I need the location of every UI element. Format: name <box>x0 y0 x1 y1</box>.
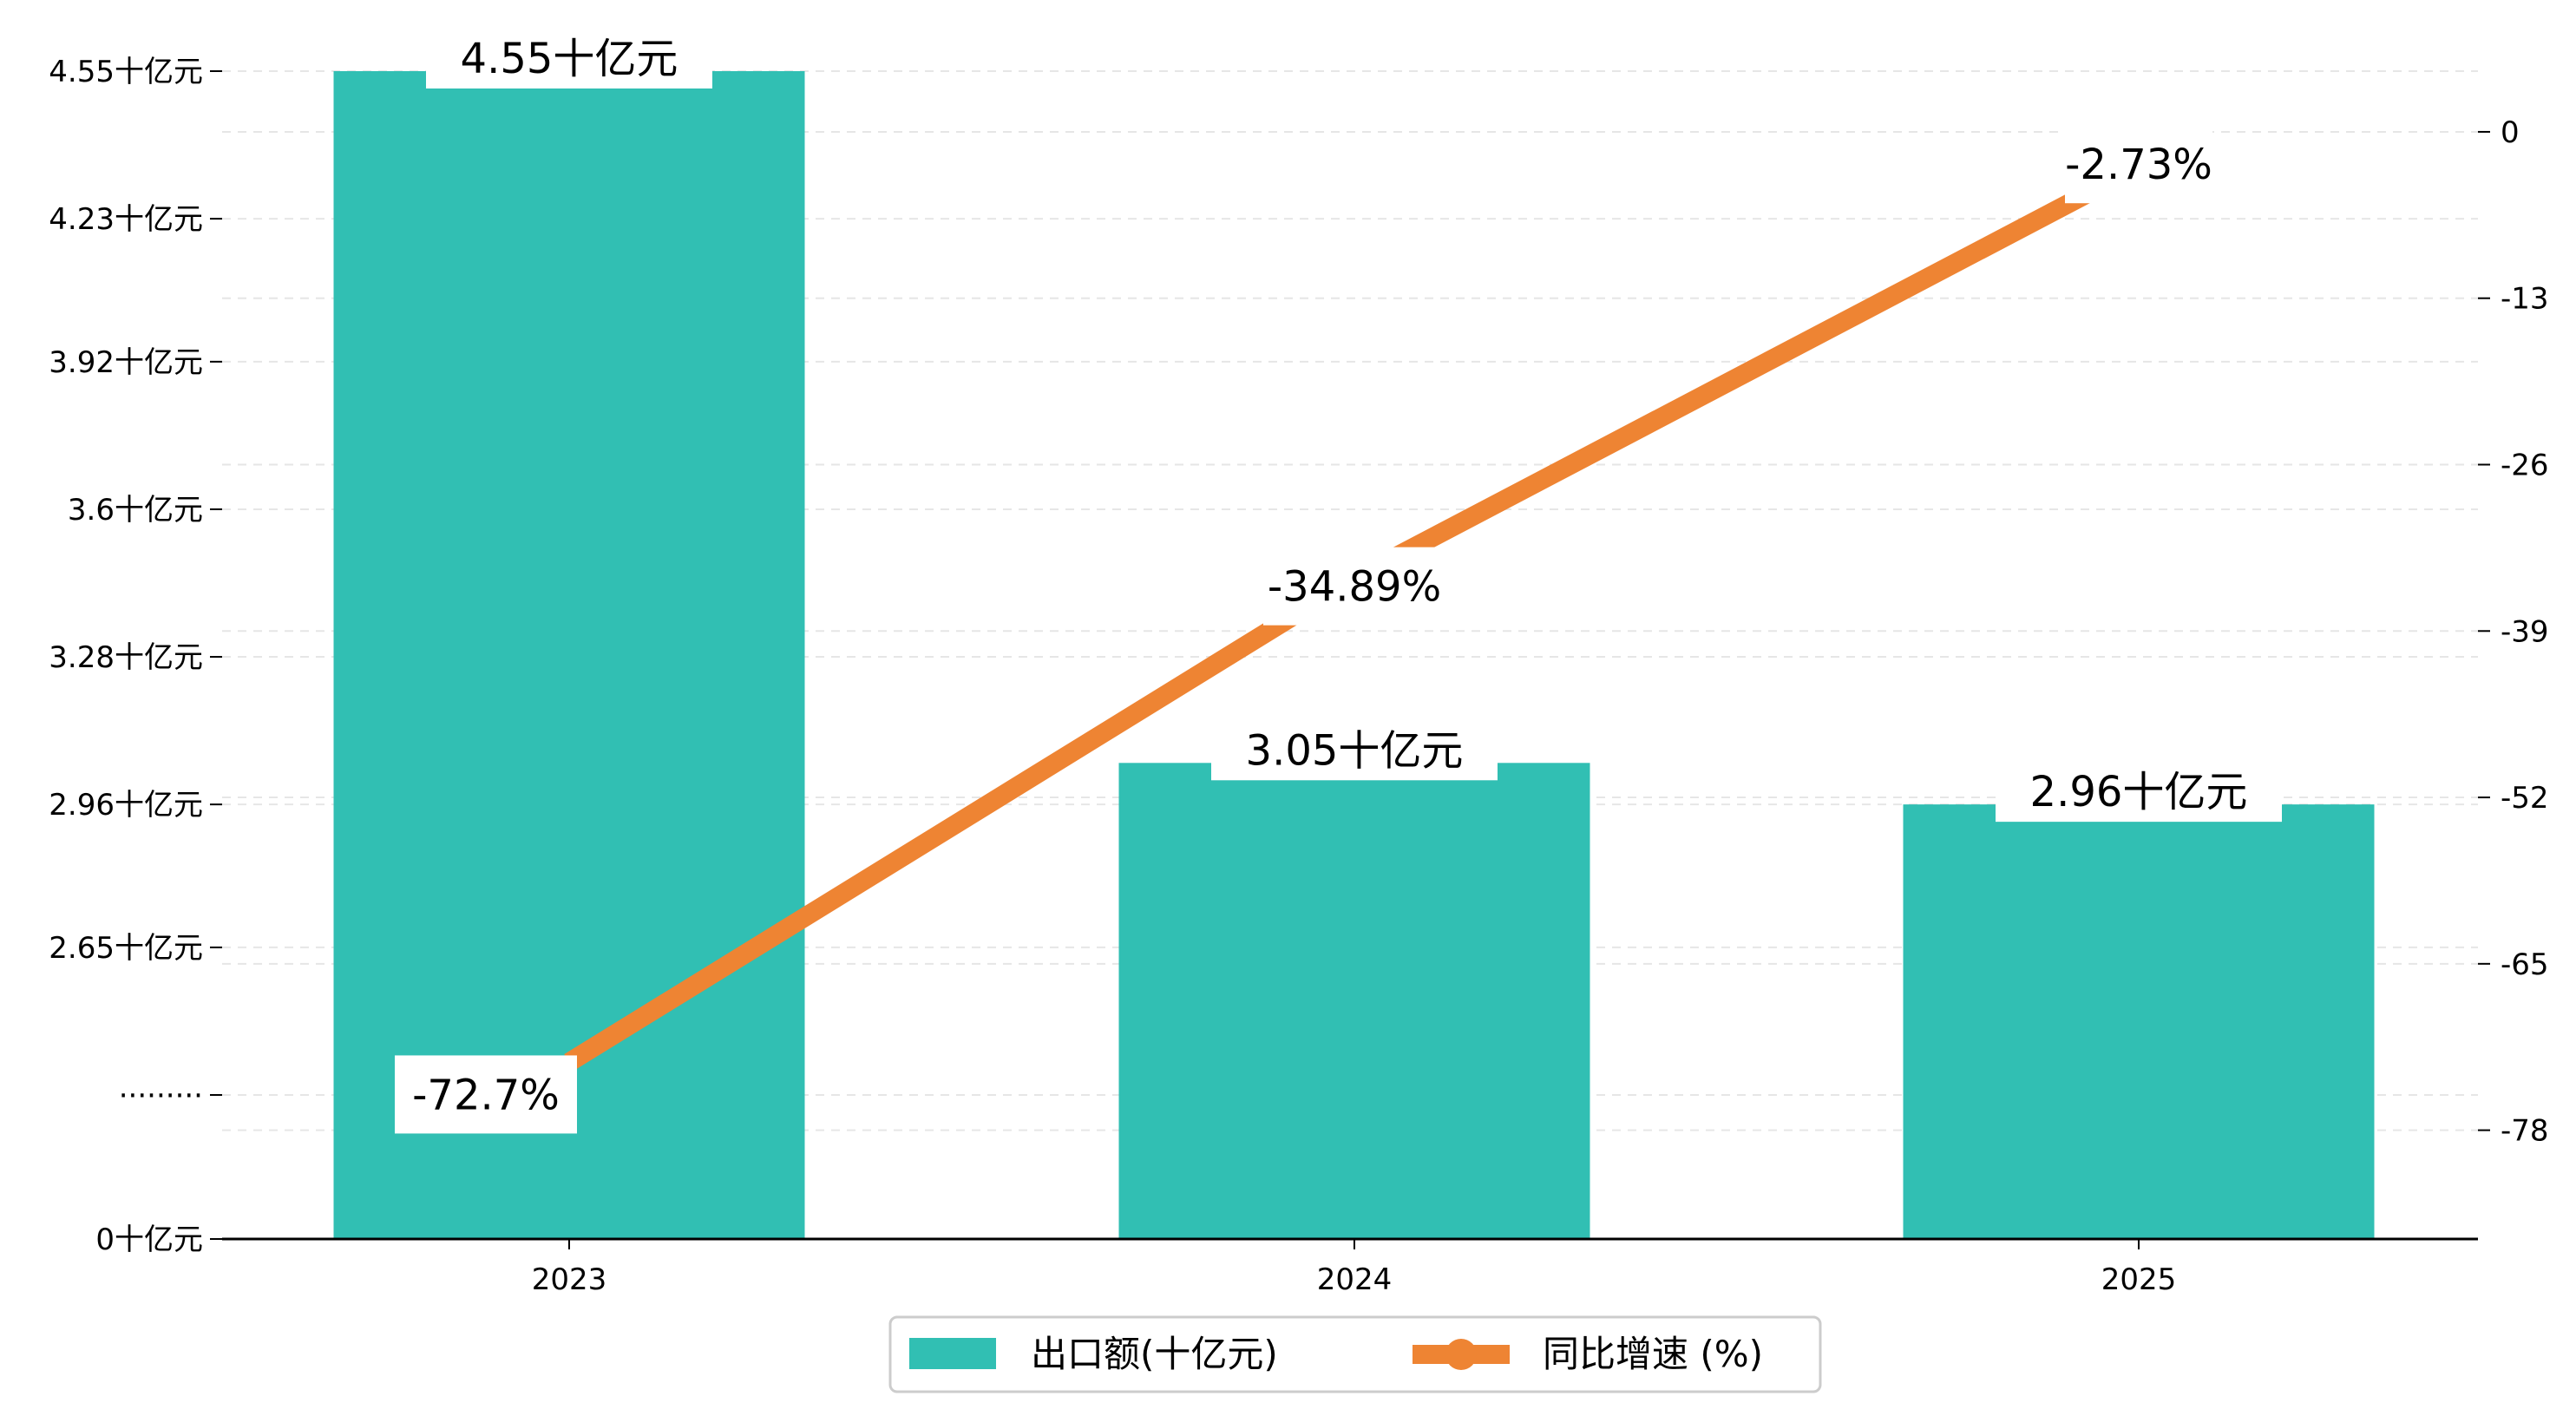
bar-2025 <box>1903 804 2375 1239</box>
right-tick-label: -13 <box>2501 282 2549 317</box>
x-tick-label: 2025 <box>2101 1262 2177 1297</box>
left-tick-label: 3.28十亿元 <box>49 640 203 675</box>
x-tick-label: 2024 <box>1317 1262 1393 1297</box>
right-tick-label: -78 <box>2501 1114 2549 1149</box>
bar-2024 <box>1118 763 1590 1239</box>
left-tick-label: 3.92十亿元 <box>49 345 203 380</box>
left-tick-label: 3.6十亿元 <box>68 493 203 528</box>
bar-value-label: 4.55十亿元 <box>461 35 678 83</box>
bar-value-label: 3.05十亿元 <box>1246 726 1464 775</box>
bar-label-box <box>1996 759 2282 823</box>
right-tick-label: -52 <box>2501 781 2549 816</box>
bar-series <box>333 71 2375 1239</box>
line-label-box <box>1263 547 1445 626</box>
bar-label-box <box>1211 718 1498 781</box>
line-label-box <box>2065 125 2212 204</box>
x-tick-label: 2023 <box>532 1262 607 1297</box>
legend: 出口额(十亿元) 同比增速 (%) <box>888 1315 1822 1393</box>
left-tick-label: ········· <box>119 1078 203 1113</box>
bar-value-label: 2.96十亿元 <box>2030 768 2248 816</box>
left-tick-label: 2.65十亿元 <box>49 931 203 966</box>
growth-value-label: -2.73% <box>2065 141 2212 189</box>
legend-swatch-bar <box>909 1338 996 1369</box>
right-tick-label: -65 <box>2501 947 2549 982</box>
legend-label-bar: 出口额(十亿元) <box>1031 1333 1278 1375</box>
bar-label-box <box>426 26 712 88</box>
left-tick-label: 0十亿元 <box>95 1223 203 1257</box>
left-tick-label: 2.96十亿元 <box>49 788 203 823</box>
growth-value-label: -72.7% <box>412 1071 560 1119</box>
legend-label-line: 同比增速 (%) <box>1543 1333 1763 1375</box>
right-tick-label: -26 <box>2501 449 2549 483</box>
bar-2023 <box>333 71 805 1239</box>
left-tick-label: 4.55十亿元 <box>49 55 203 89</box>
right-tick-label: 0 <box>2501 115 2520 150</box>
line-label-box <box>395 1055 577 1134</box>
legend-box <box>888 1315 1822 1393</box>
axes: 0十亿元 ········· 2.65十亿元 2.96十亿元 3.28十亿元 3.6十亿元… <box>49 55 2548 1297</box>
growth-value-label: -34.89% <box>1268 563 1441 612</box>
legend-swatch-marker <box>1445 1339 1477 1370</box>
left-tick-label: 4.23十亿元 <box>49 202 203 237</box>
right-tick-label: -39 <box>2501 614 2549 649</box>
data-labels: 4.55十亿元 3.05十亿元 2.96十亿元 -72.7% -34.89% -2.73% <box>395 26 2282 1134</box>
